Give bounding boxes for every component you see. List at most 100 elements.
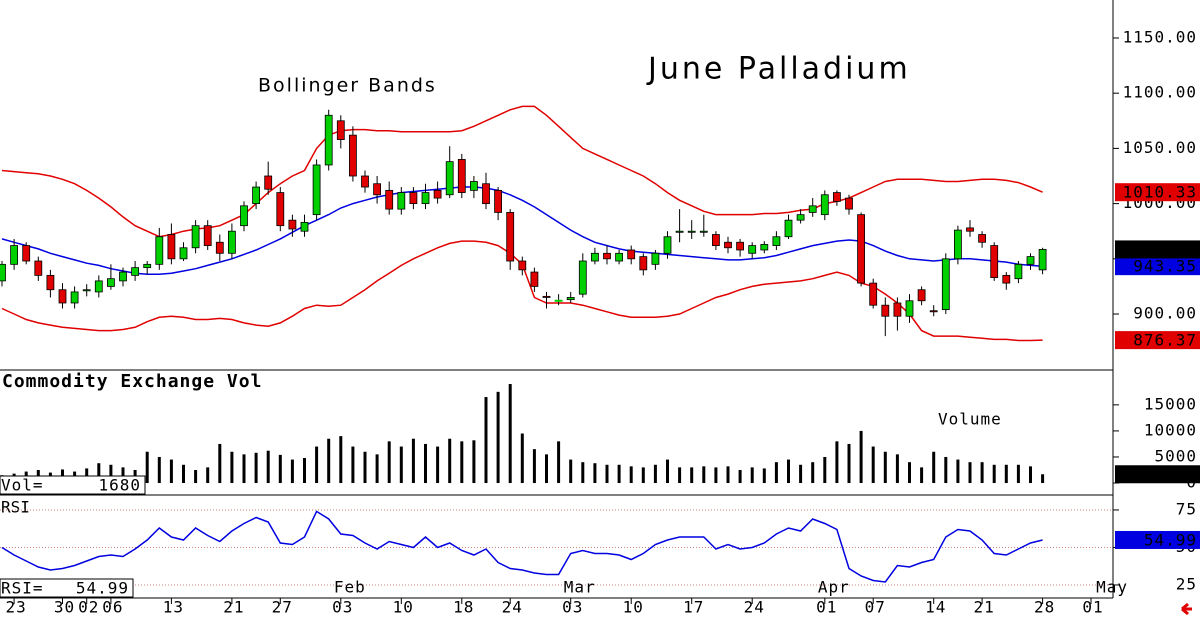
candle-body <box>566 297 575 301</box>
volume-bar <box>762 468 766 484</box>
candle-body <box>421 192 430 205</box>
candle-body <box>578 260 587 295</box>
candle-body <box>845 197 853 210</box>
volume-bar <box>1041 474 1045 484</box>
candle-body <box>518 260 527 271</box>
y-tick-label: 1150.00 <box>1123 27 1197 46</box>
candle-body <box>288 219 297 230</box>
volume-bar <box>666 459 669 484</box>
candle-body <box>445 161 454 196</box>
volume-bar <box>726 466 730 484</box>
candle-body <box>796 214 805 221</box>
candle-body <box>591 252 599 262</box>
candle-body <box>10 245 19 265</box>
volume-bar <box>629 466 633 484</box>
candle-body <box>966 227 974 232</box>
panel-title: Commodity Exchange Vol <box>2 371 262 392</box>
volume-bar <box>363 451 367 484</box>
volume-bar <box>569 459 573 484</box>
volume-bar <box>895 454 899 484</box>
x-tick-label: 23 <box>5 598 26 617</box>
candle-body <box>905 300 914 317</box>
candle-body <box>361 175 369 188</box>
volume-bar <box>157 456 161 484</box>
candle-body <box>869 282 878 306</box>
value-box <box>1115 257 1200 276</box>
volume-bar <box>847 443 851 484</box>
volume-bar <box>460 441 464 484</box>
month-label: Apr <box>818 578 850 597</box>
candle-body <box>941 258 950 311</box>
x-tick-label: 06 <box>102 598 123 617</box>
volume-bar <box>799 464 803 484</box>
volume-bar <box>1004 464 1008 484</box>
x-tick-label: 27 <box>272 598 293 617</box>
volume-bar <box>339 436 343 484</box>
volume-bar <box>169 459 173 484</box>
candle-body <box>1026 256 1035 265</box>
volume-bar <box>230 451 234 484</box>
volume-bar <box>496 391 500 484</box>
candle-body <box>348 134 357 177</box>
volume-bar <box>266 450 270 484</box>
x-tick-label: 21 <box>973 598 994 617</box>
x-tick-label: 24 <box>502 598 523 617</box>
candle-body <box>990 245 999 278</box>
x-tick-label: 30 <box>54 598 75 617</box>
candle-body <box>227 230 236 254</box>
candle-body <box>179 247 188 260</box>
x-tick-label: 17 <box>683 598 704 617</box>
annotation: Volume <box>938 410 1002 429</box>
candle-body <box>433 189 442 199</box>
candle-body <box>978 234 986 243</box>
x-tick-label: 18 <box>453 598 474 617</box>
volume-bar <box>702 466 706 484</box>
volume-bar <box>290 459 294 484</box>
value-box-label: 958.50 <box>1133 240 1197 259</box>
volume-bar <box>883 451 887 484</box>
volume-bar <box>968 462 972 484</box>
volume-bar <box>472 440 476 484</box>
scroll-arrow <box>1181 602 1192 616</box>
value-box-label: 1680 <box>1154 465 1197 484</box>
candle-body <box>1038 249 1047 271</box>
month-label: Feb <box>334 578 366 597</box>
volume-bar <box>375 454 379 484</box>
volume-bar <box>581 462 585 484</box>
volume-bar <box>218 443 222 484</box>
readout-box <box>0 578 134 598</box>
candle-body <box>651 252 660 265</box>
candle-body <box>70 291 79 304</box>
volume-bar <box>520 433 524 484</box>
candle-body <box>748 245 757 254</box>
candle-body <box>107 278 115 287</box>
candle-body <box>373 183 382 196</box>
volume-bar <box>617 464 621 484</box>
candle-body <box>143 263 152 269</box>
rsi-line <box>1 510 1043 583</box>
candle-body <box>119 271 127 282</box>
candle-body <box>506 212 515 262</box>
month-label: Mar <box>564 578 596 597</box>
candle-body <box>131 267 140 276</box>
x-tick-label: 01 <box>816 598 837 617</box>
volume-bar <box>653 464 657 484</box>
x-tick-label: 03 <box>562 598 583 617</box>
volume-bar <box>738 469 742 484</box>
y-tick-label: 1050.00 <box>1123 138 1197 157</box>
volume-bar <box>980 462 984 484</box>
volume-bar <box>399 446 403 484</box>
candle-body <box>712 234 720 246</box>
candle-body <box>324 114 333 166</box>
candle-body <box>457 159 466 193</box>
volume-bar <box>593 463 597 484</box>
candle-body <box>312 164 321 216</box>
volume-bar <box>714 467 718 484</box>
readout-label: Vol= <box>1 476 44 495</box>
panel-title: RSI <box>1 498 30 517</box>
value-box <box>1115 240 1200 259</box>
candle-body <box>760 244 769 251</box>
candle-body <box>857 214 865 284</box>
candle-body <box>0 263 6 282</box>
readout-value: 54.99 <box>76 579 129 598</box>
